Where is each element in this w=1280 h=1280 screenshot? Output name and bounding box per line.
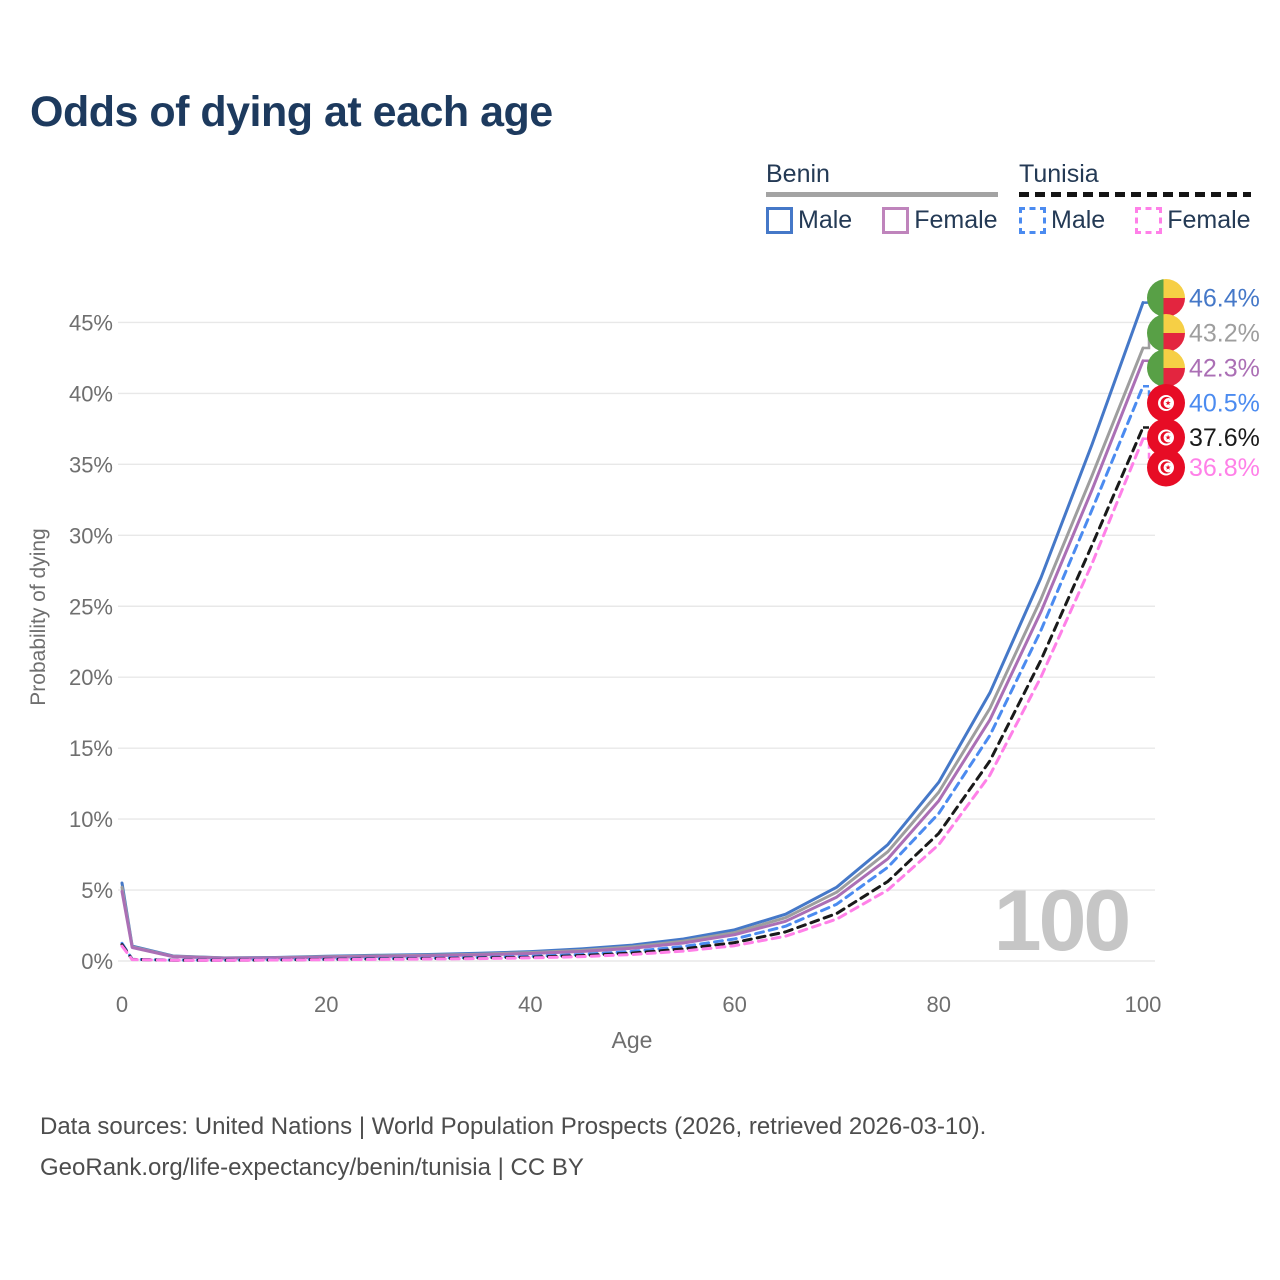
y-tick-label: 25% [69, 594, 113, 619]
benin-solid-line-swatch [766, 192, 998, 197]
y-tick-label: 35% [69, 452, 113, 477]
y-tick-label: 45% [69, 310, 113, 335]
end-value-label: 37.6% [1189, 424, 1260, 452]
legend-country-tunisia-label: Tunisia [1019, 160, 1099, 188]
end-label-connector [1143, 426, 1151, 438]
end-value-label: 43.2% [1189, 320, 1260, 348]
legend-item-label: Male [1051, 206, 1106, 234]
end-value-label: 36.8% [1189, 454, 1260, 482]
legend: Benin Male Female Tunisia [0, 160, 1280, 240]
x-tick-label: 40 [518, 992, 542, 1017]
tunisia-flag-icon [1147, 384, 1185, 422]
end-label-connector [1143, 385, 1151, 403]
legend-group-benin: Benin Male Female [766, 160, 998, 235]
benin-flag-icon [1147, 279, 1185, 317]
benin-flag-icon [1147, 314, 1185, 352]
y-tick-label: 20% [69, 665, 113, 690]
series-line-tunisia_female[interactable] [120, 437, 1145, 962]
end-label-connector [1143, 437, 1151, 468]
x-tick-label: 60 [722, 992, 746, 1017]
end-value-label: 46.4% [1189, 285, 1260, 313]
benin-female-swatch-icon [882, 207, 910, 234]
end-label-connector [1143, 333, 1151, 350]
y-tick-label: 0% [81, 949, 113, 974]
series-line-benin_male[interactable] [120, 301, 1145, 960]
attribution-text: GeoRank.org/life-expectancy/benin/tunisi… [40, 1154, 584, 1181]
tunisia-male-swatch-icon [1019, 207, 1046, 234]
legend-item-label: Male [798, 206, 853, 234]
legend-items-tunisia: Male Female [1019, 206, 1251, 235]
y-tick-label: 40% [69, 381, 113, 406]
y-tick-label: 15% [69, 736, 113, 761]
legend-item-tunisia-female[interactable]: Female [1135, 206, 1251, 235]
legend-group-tunisia: Tunisia Male Female [1019, 160, 1251, 235]
x-tick-label: 80 [927, 992, 951, 1017]
legend-item-tunisia-male[interactable]: Male [1019, 206, 1105, 235]
series-line-benin_female[interactable] [120, 359, 1145, 960]
tunisia-female-swatch-icon [1135, 207, 1163, 234]
x-tick-label: 100 [1125, 992, 1162, 1017]
end-value-label: 42.3% [1189, 355, 1260, 383]
legend-items-benin: Male Female [766, 206, 998, 235]
series-line-benin_both[interactable] [120, 346, 1145, 960]
legend-country-tunisia[interactable]: Tunisia [1019, 160, 1251, 197]
legend-item-benin-female[interactable]: Female [882, 206, 998, 235]
hovered-age-watermark: 100 [994, 873, 1129, 969]
legend-item-benin-male[interactable]: Male [766, 206, 852, 235]
end-value-label: 40.5% [1189, 390, 1260, 418]
y-tick-label: 5% [81, 878, 113, 903]
x-axis-title: Age [612, 1027, 653, 1053]
legend-country-benin[interactable]: Benin [766, 160, 998, 197]
chart-footer: Data sources: United Nations | World Pop… [40, 1106, 986, 1188]
series-line-tunisia_male[interactable] [120, 384, 1145, 962]
page-title: Odds of dying at each age [30, 88, 553, 136]
legend-item-label: Female [914, 206, 998, 234]
legend-country-benin-label: Benin [766, 160, 830, 188]
tunisia-dashed-line-swatch [1019, 192, 1251, 197]
y-axis-title: Probability of dying [27, 528, 50, 705]
data-sources-text: Data sources: United Nations | World Pop… [40, 1113, 987, 1140]
benin-flag-icon [1147, 349, 1185, 387]
benin-male-swatch-icon [766, 207, 793, 234]
legend-item-label: Female [1167, 206, 1251, 234]
x-tick-label: 20 [314, 992, 338, 1017]
tunisia-flag-icon [1147, 448, 1185, 487]
x-tick-label: 0 [116, 992, 128, 1017]
y-tick-label: 10% [69, 807, 113, 832]
y-tick-label: 30% [69, 523, 113, 548]
tunisia-flag-icon [1147, 418, 1185, 457]
